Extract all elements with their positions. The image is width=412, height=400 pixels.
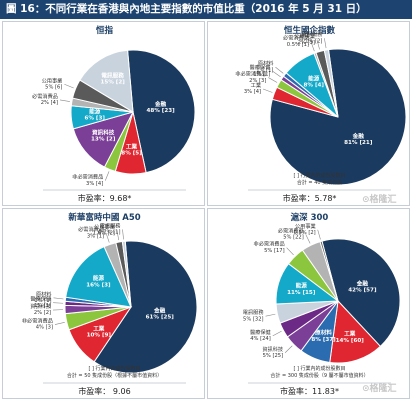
slice-label: 能源 11% [15] — [287, 282, 316, 296]
chart-panel-csi300: 滬深 300 金融 42% [57] 工業 14% [60] 原材料 8% [37] 資訊科技… — [207, 208, 410, 399]
leader-line — [305, 234, 311, 244]
slice-label: 資訊科技 2% [2] — [30, 302, 51, 316]
leader-line — [272, 330, 282, 337]
watermark: ⊙格隆汇 — [362, 384, 397, 394]
slice-label: 能源 6% [3] — [84, 107, 105, 121]
chart-title: 恒指 — [96, 25, 114, 36]
pe-ratio: 市盈率： 9.06 — [78, 386, 130, 396]
slice-label: 工業 14% [60] — [336, 330, 365, 344]
slice-label: 醫療保健 1% [1] — [30, 295, 51, 309]
chart-note-total: 合計 = 50 隻成份股（根據不屬市值資料） — [67, 372, 162, 379]
chart-note: [ ] 行業內的成份股數目 — [88, 365, 140, 372]
chart-note: [ ] 行業內的成份股數目 — [293, 365, 345, 372]
leader-line — [262, 88, 273, 93]
slice-label: 電訊服務 0.7% [1] — [98, 221, 121, 235]
slice-label: 工業 10% [9] — [87, 324, 112, 338]
leader-line — [284, 345, 293, 353]
slice-label: 資訊科技 5% [25] — [262, 345, 283, 359]
slice-label: 金融 42% [57] — [348, 279, 377, 293]
slice-label: 必需消費品 0.5% [1] — [283, 34, 309, 48]
slice-label: 工業 8% [5] — [121, 142, 142, 156]
leader-line — [53, 297, 64, 300]
leader-line — [116, 230, 120, 241]
leader-line — [105, 232, 110, 243]
pie-slice — [121, 240, 132, 308]
leader-line — [54, 321, 65, 325]
slice-label: 必需消費品 5% [22] — [278, 226, 304, 240]
slice-label: 公用事業 0.5% [2] — [294, 222, 316, 236]
slice-label: 公用事業 2% [3] — [294, 32, 315, 46]
slice-label: 非必需消費品 2% [3] — [235, 70, 266, 84]
slice-label: 必需消費品 2% [4] — [32, 92, 58, 106]
chart-title: 恒生國企指數 — [284, 25, 336, 36]
slice-label: 非必需消費品 3% [4] — [72, 173, 103, 187]
chart-panel-a50: 新華富時中國 A50 金融 61% [25] 工業 10% [9] 非必需消費品 4% [3… — [2, 208, 205, 399]
chart-note-total: 合計 = 300 隻成份股（9 屬不屬市值資料） — [270, 372, 368, 379]
chart-note-total: 合計 = 40 隻成份股 — [297, 179, 342, 186]
slice-label: 金融 61% [25] — [146, 306, 175, 320]
pie-slice — [319, 240, 339, 302]
slice-label: 能源 8% [4] — [304, 75, 325, 89]
slice-label: 金融 81% [21] — [344, 132, 373, 146]
slice-label: 電訊服務 5% [32] — [243, 308, 265, 322]
pie-slice — [79, 49, 134, 113]
slice-label: 工業 3% [4] — [244, 81, 261, 95]
pie-slice — [323, 49, 339, 118]
leader-line — [317, 229, 321, 240]
slice-label: 金融 48% [23] — [146, 100, 175, 114]
pie-slice — [65, 246, 132, 308]
leader-line — [265, 313, 276, 317]
pie-slice — [93, 240, 198, 374]
slice-label: 原材料 1% [1] — [34, 290, 51, 304]
slice-label: 電訊服務 15% [2] — [100, 71, 125, 85]
leader-line — [59, 99, 70, 102]
figure-title: 圖 16：不同行業在香港與內地主要指數的市值比重（2016 年 5 月 31 日… — [0, 0, 412, 19]
slice-label: 醫療保健 4% [24] — [250, 328, 271, 342]
chart-title: 新華富時中國 A50 — [68, 212, 140, 223]
pe-ratio: 市盈率：9.68* — [78, 193, 132, 203]
slice-label: 醫療保健 1% [1] — [250, 63, 271, 77]
slice-label: 資訊科技 13% [2] — [91, 128, 116, 142]
slice-label: 原材料 1% [1] — [256, 59, 273, 73]
leader-line — [268, 77, 278, 83]
slice-label: 公用事業 1.6% [2] — [93, 222, 115, 236]
leader-line — [105, 171, 110, 181]
pe-ratio: 市盈率：5.78* — [283, 193, 337, 203]
leader-line — [286, 247, 294, 256]
slice-label: 必需消費品 3% [1] — [78, 225, 104, 239]
watermark: ⊙格隆汇 — [362, 195, 397, 205]
leader-line — [122, 229, 124, 240]
chart-panel-hscei: 恒生國企指數金融 81% [21] 工業 3% [4] 非必需消費品 2% [3] 醫療保健… — [207, 21, 410, 206]
leader-line — [316, 39, 320, 50]
leader-line — [324, 38, 327, 49]
pie-slice — [329, 299, 382, 364]
pie-slice — [127, 49, 196, 174]
slice-label: 電訊服務 1% [2] — [302, 30, 324, 44]
leader-line — [275, 66, 284, 74]
pie-slice — [321, 238, 401, 348]
chart-panel-hsi: 恒指金融 48% [23] 工業 8% [5] 非必需消費品 3% [4] 資訊科技 13% … — [2, 21, 205, 206]
slice-label: 能源 16% [3] — [86, 274, 111, 288]
chart-note: [ ] 行業內的成份股數目 — [293, 172, 345, 179]
slice-label: 公用事業 5% [6] — [42, 76, 63, 90]
slice-label: 非必需消費品 5% [17] — [254, 240, 285, 254]
leader-line — [53, 302, 64, 304]
slice-label: 原材料 8% [37] — [311, 329, 336, 343]
leader-line — [272, 70, 281, 78]
chart-title: 滬深 300 — [291, 212, 329, 223]
slice-label: 非必需消費品 4% [3] — [22, 317, 53, 331]
leader-line — [310, 41, 315, 52]
pe-ratio: 市盈率：11.83* — [280, 386, 339, 396]
leader-line — [64, 84, 74, 89]
